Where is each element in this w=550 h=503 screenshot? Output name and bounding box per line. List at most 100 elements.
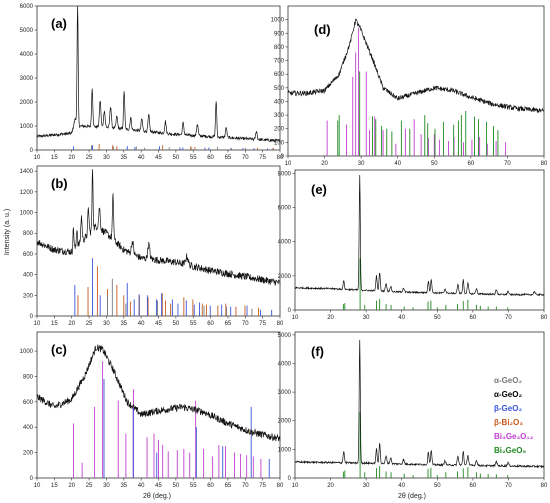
y-tick-label: 4000 <box>20 52 34 58</box>
x-tick-label: 35 <box>120 483 127 489</box>
reference-stick-set <box>337 71 499 156</box>
x-tick-label: 80 <box>277 321 284 327</box>
y-tick-label: 3000 <box>20 76 34 82</box>
y-tick-label: 0 <box>281 154 285 160</box>
x-tick-label: 40 <box>398 483 405 489</box>
panel-c: 10 15 20 25 30 35 40 45 50 55 60 65 70 75 800200400600… <box>20 331 284 489</box>
x-tick-label: 25 <box>86 155 93 161</box>
reference-stick-set <box>107 278 253 316</box>
x-tick-label: 30 <box>103 155 110 161</box>
x-tick-label: 10 <box>34 155 41 161</box>
y-tick-label: 1200 <box>20 190 34 196</box>
y-tick-label: 800 <box>274 45 285 51</box>
x-tick-label: 65 <box>225 321 232 327</box>
y-tick-label: 1000 <box>20 349 34 355</box>
xrd-pattern-line <box>36 344 281 442</box>
x-tick-label: 30 <box>363 483 370 489</box>
y-tick-label: 5000 <box>278 333 292 339</box>
reference-stick-set <box>342 412 509 478</box>
y-tick-label: 700 <box>274 59 285 65</box>
legend-entry: Bi₂GeO₅ <box>494 446 526 455</box>
x-tick-label: 20 <box>68 483 75 489</box>
y-tick-label: 200 <box>274 127 285 133</box>
x-tick-label: 20 <box>327 483 334 489</box>
y-tick-label: 100 <box>274 140 285 146</box>
y-axis-title: Intensity (a. u.) <box>4 209 11 255</box>
x-tick-label: 45 <box>155 321 162 327</box>
panel-label: (b) <box>51 176 68 191</box>
x-tick-label: 50 <box>434 315 441 321</box>
y-tick-label: 0 <box>30 314 34 320</box>
legend: α-GeO₂ α-GeO₂ β-GeO₂ β-Bi₂O₃ Bi₄Ge₃O₁₂ Bi₂GeO… <box>494 376 534 455</box>
y-tick-label: 800 <box>23 231 34 237</box>
x-tick-label: 60 <box>207 483 214 489</box>
x-tick-label: 30 <box>363 315 370 321</box>
x-tick-label: 80 <box>541 161 548 167</box>
x-tick-label: 15 <box>51 321 58 327</box>
x-axis-title-right: 2θ (deg.) <box>398 493 426 500</box>
panel-f: 10 20 30 40 50 60 70 80 0 1000 2000 3000 4000 5000 (f) <box>278 331 548 489</box>
panel-label: (d) <box>314 22 331 37</box>
y-tick-label: 6000 <box>278 206 292 212</box>
panel-d: 10 20 30 40 50 60 70 80010020030040050060070080… <box>271 5 548 167</box>
y-tick-label: 600 <box>23 252 34 258</box>
panel-b: 10 15 20 25 30 35 40 45 50 55 60 65 70 75 800200400600… <box>20 165 284 327</box>
x-tick-label: 50 <box>173 321 180 327</box>
x-tick-label: 70 <box>242 483 249 489</box>
y-tick-label: 5000 <box>20 28 34 34</box>
x-tick-label: 50 <box>173 483 180 489</box>
y-tick-label: 400 <box>274 99 285 105</box>
panel-label: (c) <box>51 342 67 357</box>
x-tick-label: 30 <box>103 483 110 489</box>
x-tick-label: 55 <box>190 155 197 161</box>
x-tick-label: 20 <box>321 161 328 167</box>
reference-stick-set <box>342 258 509 310</box>
x-tick-label: 40 <box>138 321 145 327</box>
y-tick-label: 400 <box>23 425 34 431</box>
y-tick-label: 6000 <box>20 4 34 10</box>
x-axis-title-left: 2θ (deg.) <box>143 493 171 500</box>
y-tick-label: 200 <box>23 293 34 299</box>
legend-entry: α-GeO₂ <box>494 376 522 385</box>
x-tick-label: 40 <box>398 315 405 321</box>
x-tick-label: 80 <box>541 315 548 321</box>
y-tick-label: 0 <box>30 148 34 154</box>
x-tick-label: 70 <box>505 315 512 321</box>
x-tick-label: 10 <box>285 161 292 167</box>
y-tick-label: 0 <box>288 308 292 314</box>
xrd-pattern-line <box>36 169 281 286</box>
x-tick-label: 30 <box>103 321 110 327</box>
x-tick-label: 60 <box>207 155 214 161</box>
x-tick-label: 60 <box>468 161 475 167</box>
x-tick-label: 35 <box>120 155 127 161</box>
y-tick-label: 1400 <box>20 169 34 175</box>
y-tick-label: 4000 <box>278 240 292 246</box>
reference-stick-set <box>91 145 274 150</box>
reference-stick-set <box>98 144 274 150</box>
panel-label: (f) <box>311 344 324 359</box>
plot-frame <box>294 169 545 311</box>
panel-label: (a) <box>51 16 67 31</box>
x-tick-label: 60 <box>207 321 214 327</box>
panel-e: 10 20 30 40 50 60 70 80 0 2000 4000 6000 8000 (e) <box>278 169 548 321</box>
x-tick-label: 40 <box>394 161 401 167</box>
y-tick-label: 3000 <box>278 390 292 396</box>
reference-stick-set <box>77 266 259 316</box>
y-tick-label: 4000 <box>278 361 292 367</box>
xrd-pattern-line <box>294 174 545 297</box>
x-tick-label: 10 <box>34 321 41 327</box>
x-tick-label: 65 <box>225 483 232 489</box>
y-tick-label: 300 <box>274 113 285 119</box>
y-tick-label: 0 <box>288 476 292 482</box>
x-tick-label: 20 <box>68 155 75 161</box>
x-tick-label: 65 <box>225 155 232 161</box>
x-tick-label: 75 <box>259 321 266 327</box>
y-tick-label: 200 <box>23 451 34 457</box>
x-tick-label: 45 <box>155 155 162 161</box>
xrd-pattern-line <box>287 18 545 113</box>
x-tick-label: 70 <box>242 155 249 161</box>
x-tick-label: 15 <box>51 155 58 161</box>
y-tick-label: 8000 <box>278 171 292 177</box>
x-tick-label: 50 <box>173 155 180 161</box>
